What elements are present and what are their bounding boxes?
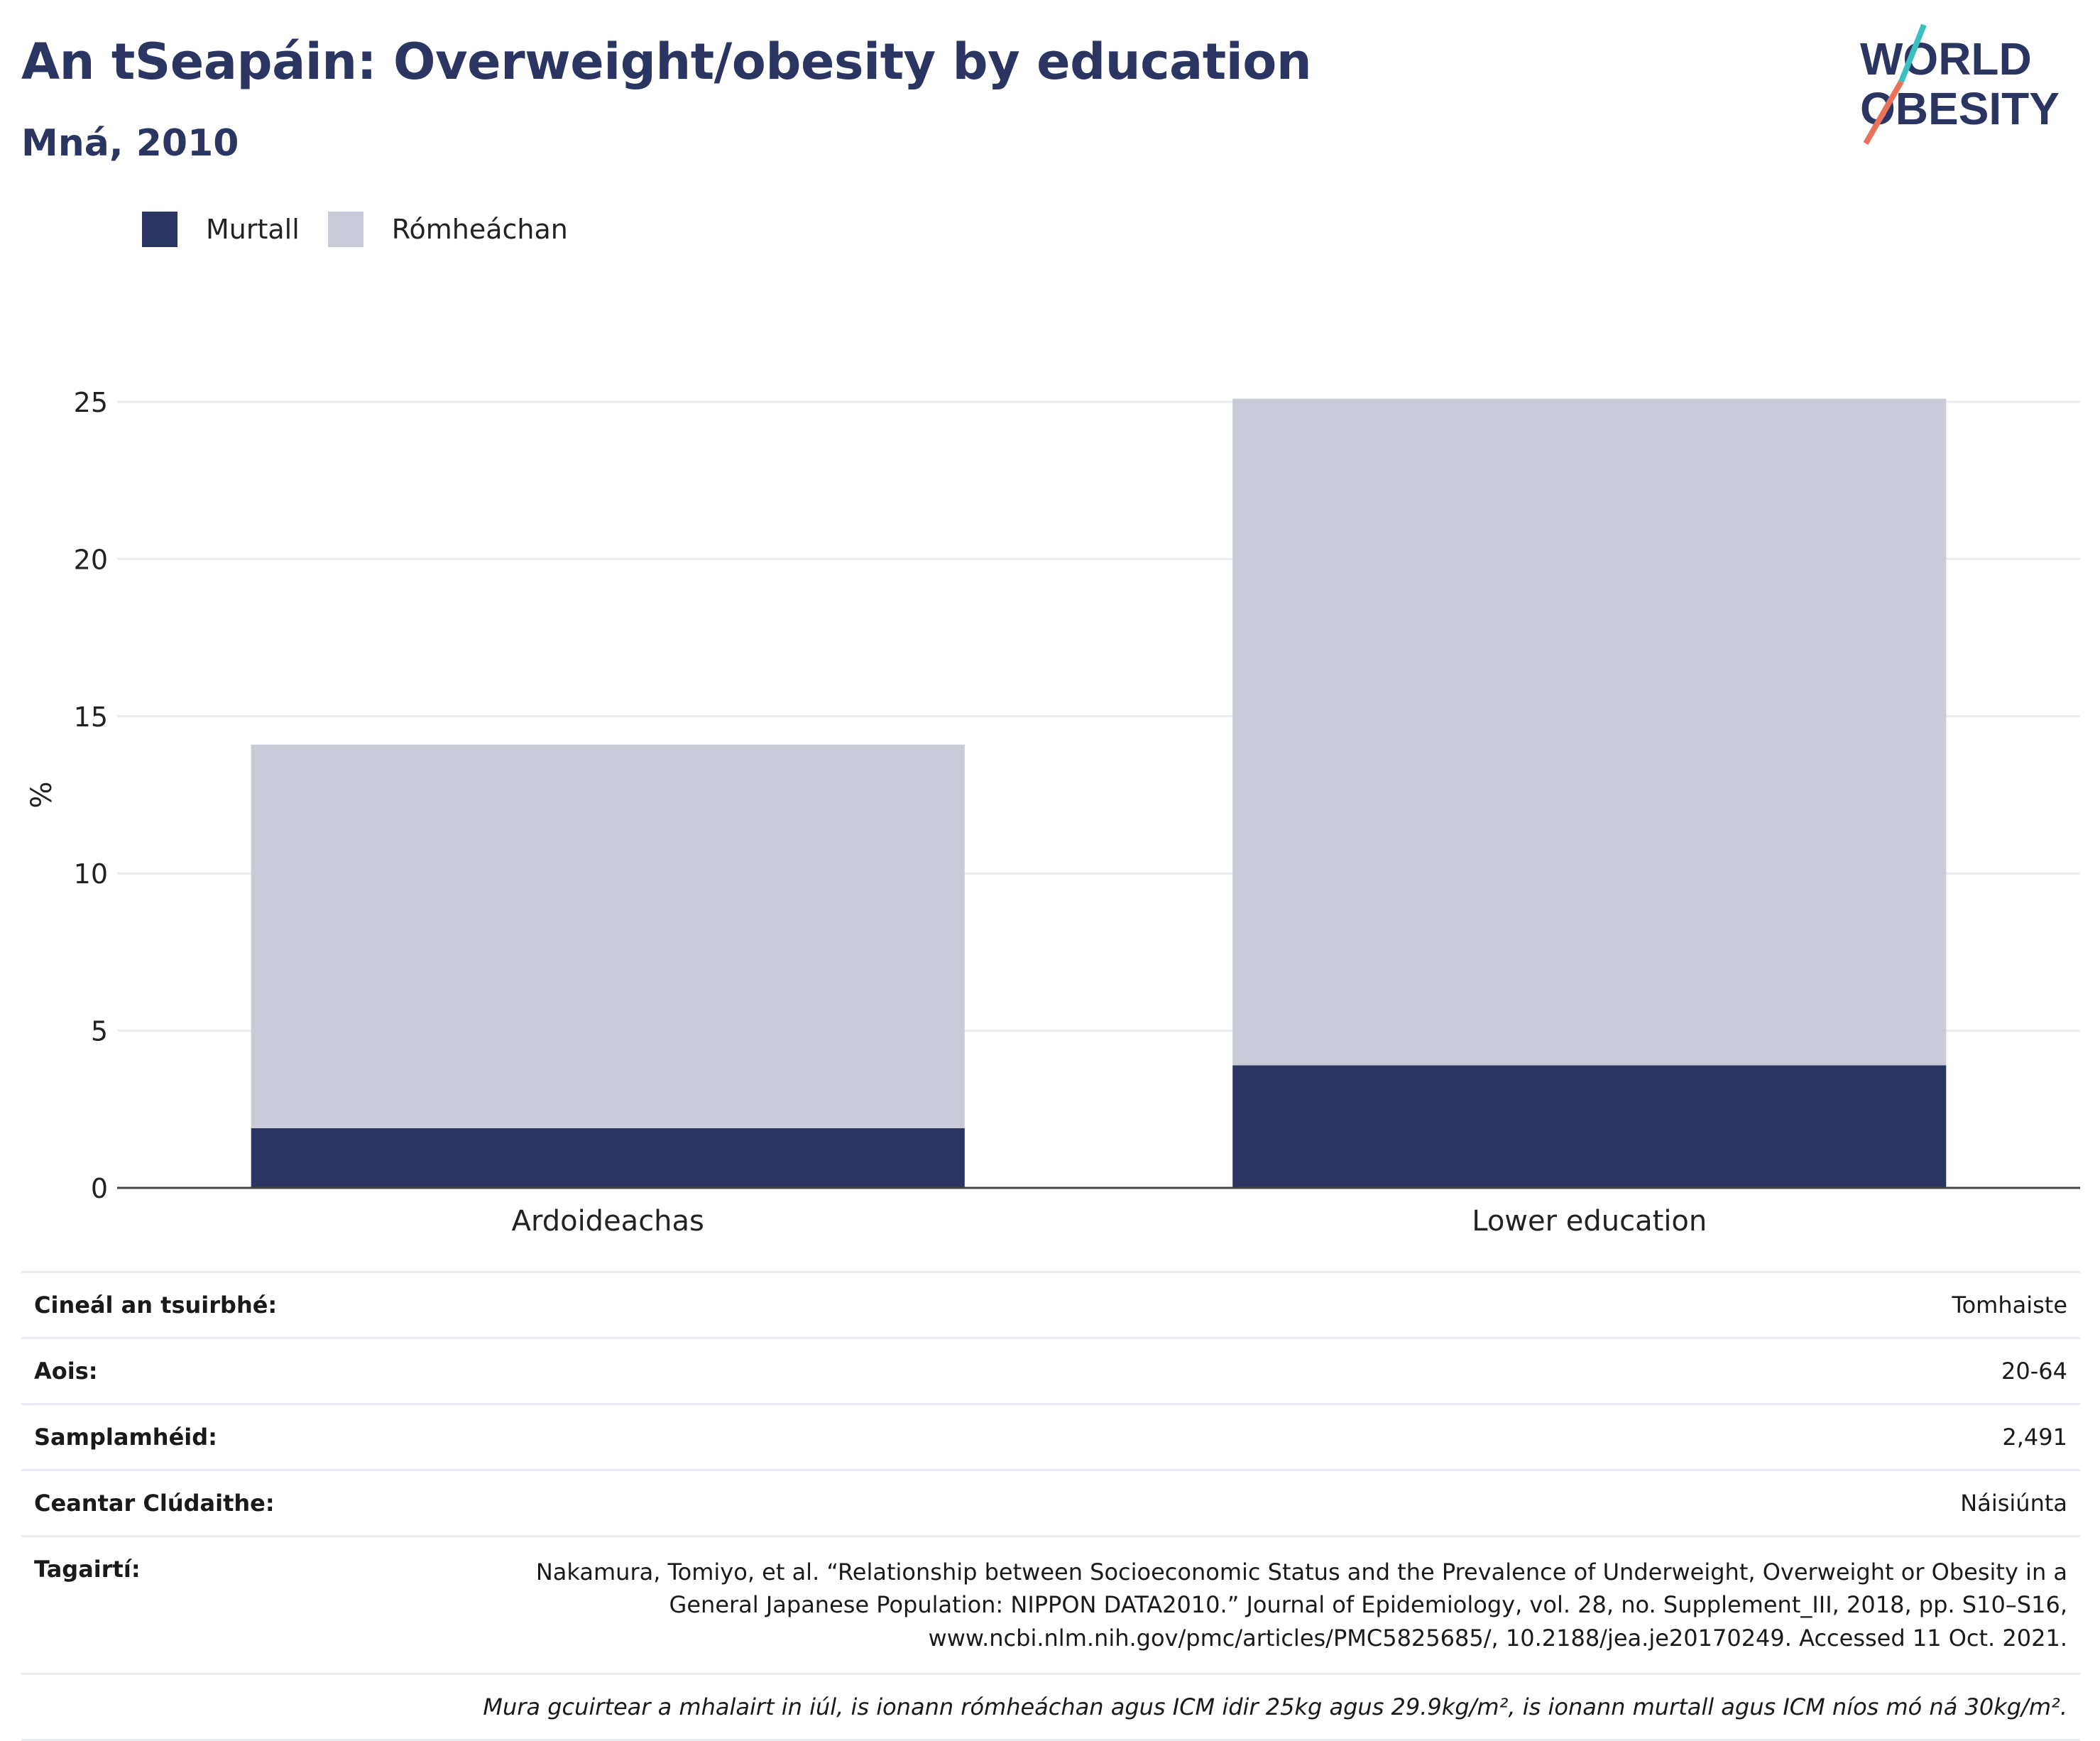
svg-text:WORLD: WORLD [1860, 33, 2032, 84]
chart-legend: Murtall Rómheáchan [142, 212, 596, 247]
bar-chart: 0 5 10 15 20 25% Ardoideachas Lower education [26, 387, 2080, 1238]
y-axis-label: % [26, 781, 58, 808]
bar-romheachan-0 [251, 744, 965, 1128]
reference-text[interactable]: Nakamura, Tomiyo, et al. “Relationship b… [463, 1556, 2067, 1654]
y-tick-label: 20 [74, 544, 108, 575]
y-tick-label: 10 [74, 858, 108, 890]
info-row-sample-size: Samplamhéid: 2,491 [21, 1403, 2080, 1469]
info-label: Ceantar Clúdaithe: [34, 1490, 275, 1517]
world-obesity-logo: WORLD OBESITY [1860, 23, 2060, 145]
svg-text:OBESITY: OBESITY [1860, 83, 2060, 134]
info-row-age: Aois: 20-64 [21, 1337, 2080, 1403]
info-value: Náisiúnta [1960, 1490, 2067, 1517]
y-tick-label: 0 [91, 1173, 108, 1204]
y-tick-label: 15 [74, 702, 108, 733]
legend-label-romheachan: Rómheáchan [391, 214, 568, 245]
definition-note: Mura gcuirtear a mhalairt in iúl, is ion… [483, 1693, 2067, 1721]
reference-line: General Japanese Population: NIPPON DATA… [669, 1591, 2067, 1619]
info-value: 20-64 [2001, 1358, 2067, 1385]
bar-murtall-1 [1232, 1065, 1947, 1188]
y-tick-label: 25 [74, 387, 108, 418]
info-value: Tomhaiste [1952, 1292, 2067, 1319]
chart-subtitle: Mná, 2010 [21, 122, 239, 165]
x-tick-label: Ardoideachas [512, 1205, 704, 1238]
chart-title: An tSeapáin: Overweight/obesity by educa… [21, 33, 1312, 91]
legend-item-romheachan[interactable]: Rómheáchan [327, 212, 568, 247]
survey-info-table: Cineál an tsuirbhé: Tomhaiste Aois: 20-6… [21, 1271, 2080, 1741]
info-label: Samplamhéid: [34, 1424, 217, 1451]
info-row-area-covered: Ceantar Clúdaithe: Náisiúnta [21, 1469, 2080, 1535]
legend-swatch-murtall [142, 212, 177, 247]
x-tick-label: Lower education [1472, 1205, 1707, 1238]
info-row-survey-type: Cineál an tsuirbhé: Tomhaiste [21, 1271, 2080, 1337]
info-value: 2,491 [2002, 1424, 2067, 1451]
info-row-references: Tagairtí: Nakamura, Tomiyo, et al. “Rela… [21, 1535, 2080, 1673]
legend-label-murtall: Murtall [206, 214, 300, 245]
y-tick-label: 5 [91, 1016, 108, 1047]
bar-romheachan-1 [1232, 398, 1947, 1066]
reference-line: www.ncbi.nlm.nih.gov/pmc/articles/PMC582… [928, 1624, 2067, 1652]
legend-item-murtall[interactable]: Murtall [142, 212, 300, 247]
info-label: Tagairtí: [34, 1556, 141, 1583]
legend-swatch-romheachan [327, 212, 363, 247]
reference-line: Nakamura, Tomiyo, et al. “Relationship b… [535, 1559, 2067, 1586]
bar-murtall-0 [251, 1128, 965, 1188]
info-label: Cineál an tsuirbhé: [34, 1292, 278, 1319]
info-row-note: Mura gcuirtear a mhalairt in iúl, is ion… [21, 1673, 2080, 1741]
info-label: Aois: [34, 1358, 98, 1385]
